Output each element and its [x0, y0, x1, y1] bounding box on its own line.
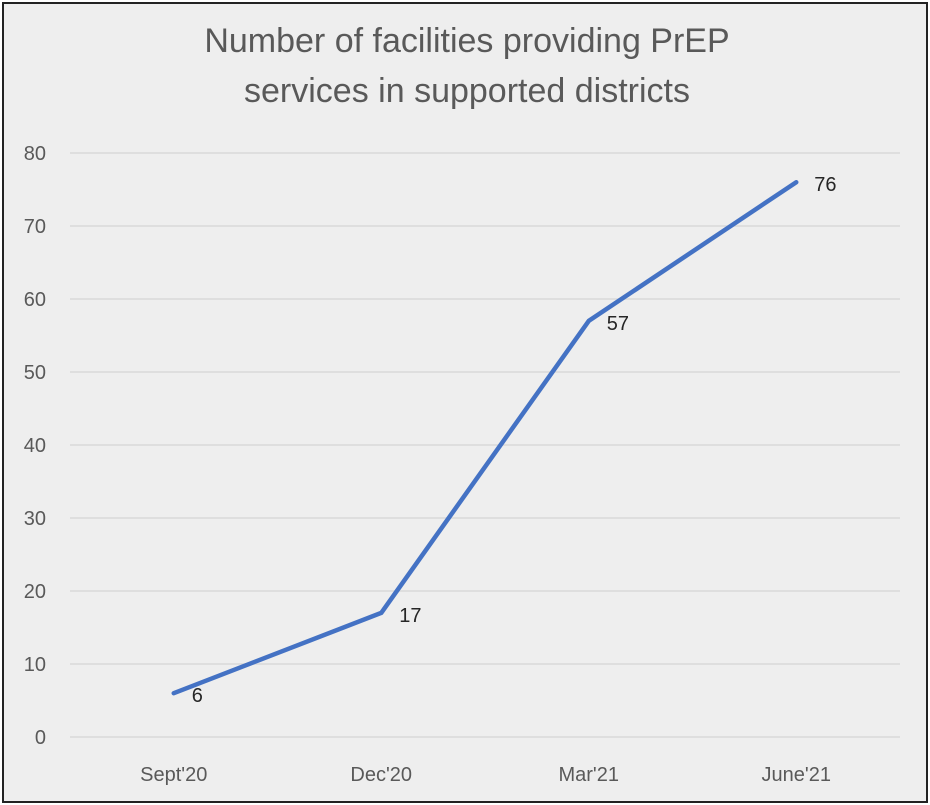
- chart-title: Number of facilities providing PrEP serv…: [4, 16, 930, 116]
- chart-title-line-1: Number of facilities providing PrEP: [204, 22, 730, 60]
- y-tick-label: 0: [35, 727, 46, 749]
- data-label: 17: [399, 605, 421, 627]
- x-tick-label: Mar'21: [558, 764, 619, 786]
- y-tick-label: 70: [24, 216, 46, 238]
- data-label: 57: [607, 313, 629, 335]
- x-tick-label: Dec'20: [350, 764, 412, 786]
- y-tick-label: 30: [24, 508, 46, 530]
- series-line-group: [171, 179, 799, 696]
- y-tick-label: 10: [24, 654, 46, 676]
- data-label: 6: [192, 685, 203, 707]
- gridlines: [70, 152, 900, 738]
- y-tick-label: 50: [24, 362, 46, 384]
- x-axis-tick-labels: Sept'20 Dec'20 Mar'21 June'21: [140, 764, 831, 786]
- data-labels: 6 17 57 76: [192, 174, 837, 707]
- chart-title-line-2: services in supported districts: [244, 72, 690, 110]
- data-label: 76: [814, 174, 836, 196]
- series-line: [171, 179, 799, 696]
- x-tick-label: Sept'20: [140, 764, 207, 786]
- y-tick-label: 60: [24, 289, 46, 311]
- y-axis-tick-labels: 0 10 20 30 40 50 60 70 80: [24, 143, 46, 749]
- y-tick-label: 20: [24, 581, 46, 603]
- y-tick-label: 80: [24, 143, 46, 165]
- x-tick-label: June'21: [762, 764, 831, 786]
- y-tick-label: 40: [24, 435, 46, 457]
